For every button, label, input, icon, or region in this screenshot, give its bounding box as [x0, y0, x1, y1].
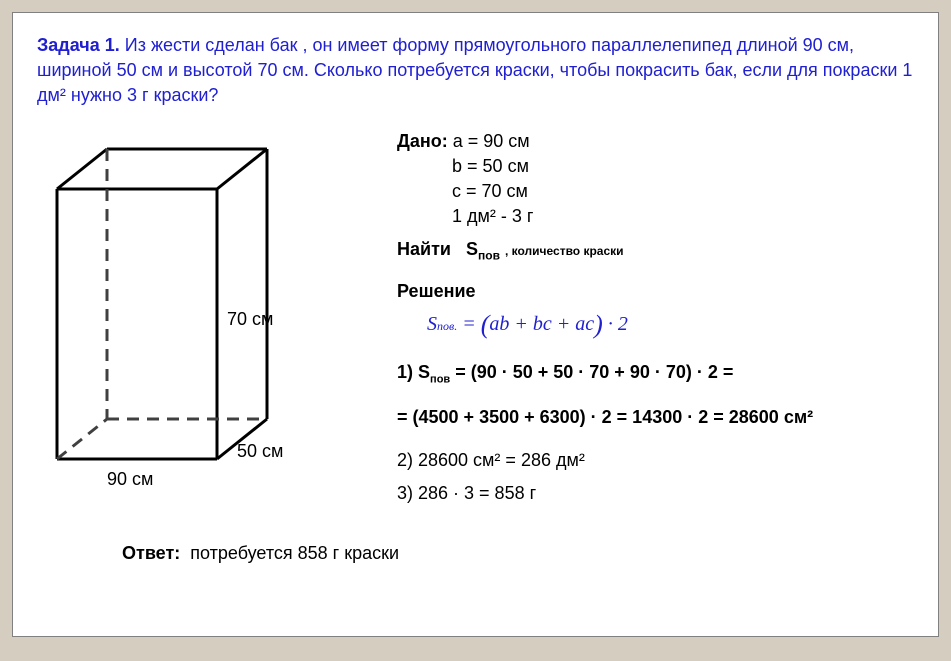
label-width: 50 см	[237, 441, 283, 462]
step-1-eq: = (90 · 50 + 50 · 70 + 90 · 70) · 2 =	[455, 362, 733, 382]
step-1b-text: = (4500 + 3500 + 6300) · 2 = 14300 · 2 =	[397, 407, 729, 427]
find-label: Найти	[397, 239, 451, 259]
step-1: 1) Sпов = (90 · 50 + 50 · 70 + 90 · 70) …	[397, 358, 914, 389]
answer-line: Ответ: потребуется 858 г краски	[37, 543, 914, 564]
problem-statement: Задача 1. Из жести сделан бак , он имеет…	[37, 33, 914, 109]
parallelepiped-figure: 70 см 50 см 90 см	[37, 129, 337, 519]
step-2: 2) 28600 см² = 286 дм²	[397, 446, 914, 475]
label-length: 90 см	[107, 469, 153, 490]
parallelepiped-svg	[37, 129, 337, 519]
solution-header: Решение	[397, 281, 914, 302]
step-1-sub: пов	[430, 374, 450, 386]
answer-label: Ответ:	[122, 543, 180, 563]
find-symbol: S	[466, 239, 478, 259]
step-1-label: 1)	[397, 362, 413, 382]
given-line-1: b = 50 см	[452, 156, 529, 176]
step-3: 3) 286 · 3 = 858 г	[397, 479, 914, 508]
label-height: 70 см	[227, 309, 273, 330]
problem-text: Из жести сделан бак , он имеет форму пря…	[37, 35, 912, 105]
given-line-3: 1 дм² - 3 г	[452, 206, 533, 226]
given-header: Дано:	[397, 131, 448, 151]
find-line: Найти Sпов , количество краски	[397, 239, 914, 263]
step-1-S: S	[418, 362, 430, 382]
given-line-2: c = 70 см	[452, 181, 528, 201]
formula-S: S	[427, 313, 437, 335]
given-line-0: a = 90 см	[453, 131, 530, 151]
problem-label: Задача 1.	[37, 35, 120, 55]
formula-sub: пов.	[437, 319, 457, 333]
step-1b: = (4500 + 3500 + 6300) · 2 = 14300 · 2 =…	[397, 403, 914, 432]
given-block: Дано: a = 90 см b = 50 см c = 70 см 1 дм…	[397, 129, 914, 230]
answer-text: потребуется 858 г краски	[190, 543, 399, 563]
find-subscript: пов	[478, 249, 500, 263]
surface-formula: Sпов. = (ab + bc + ac) · 2	[427, 310, 914, 340]
find-rest: , количество краски	[505, 244, 624, 258]
step-1b-result: 28600 см²	[729, 407, 813, 427]
